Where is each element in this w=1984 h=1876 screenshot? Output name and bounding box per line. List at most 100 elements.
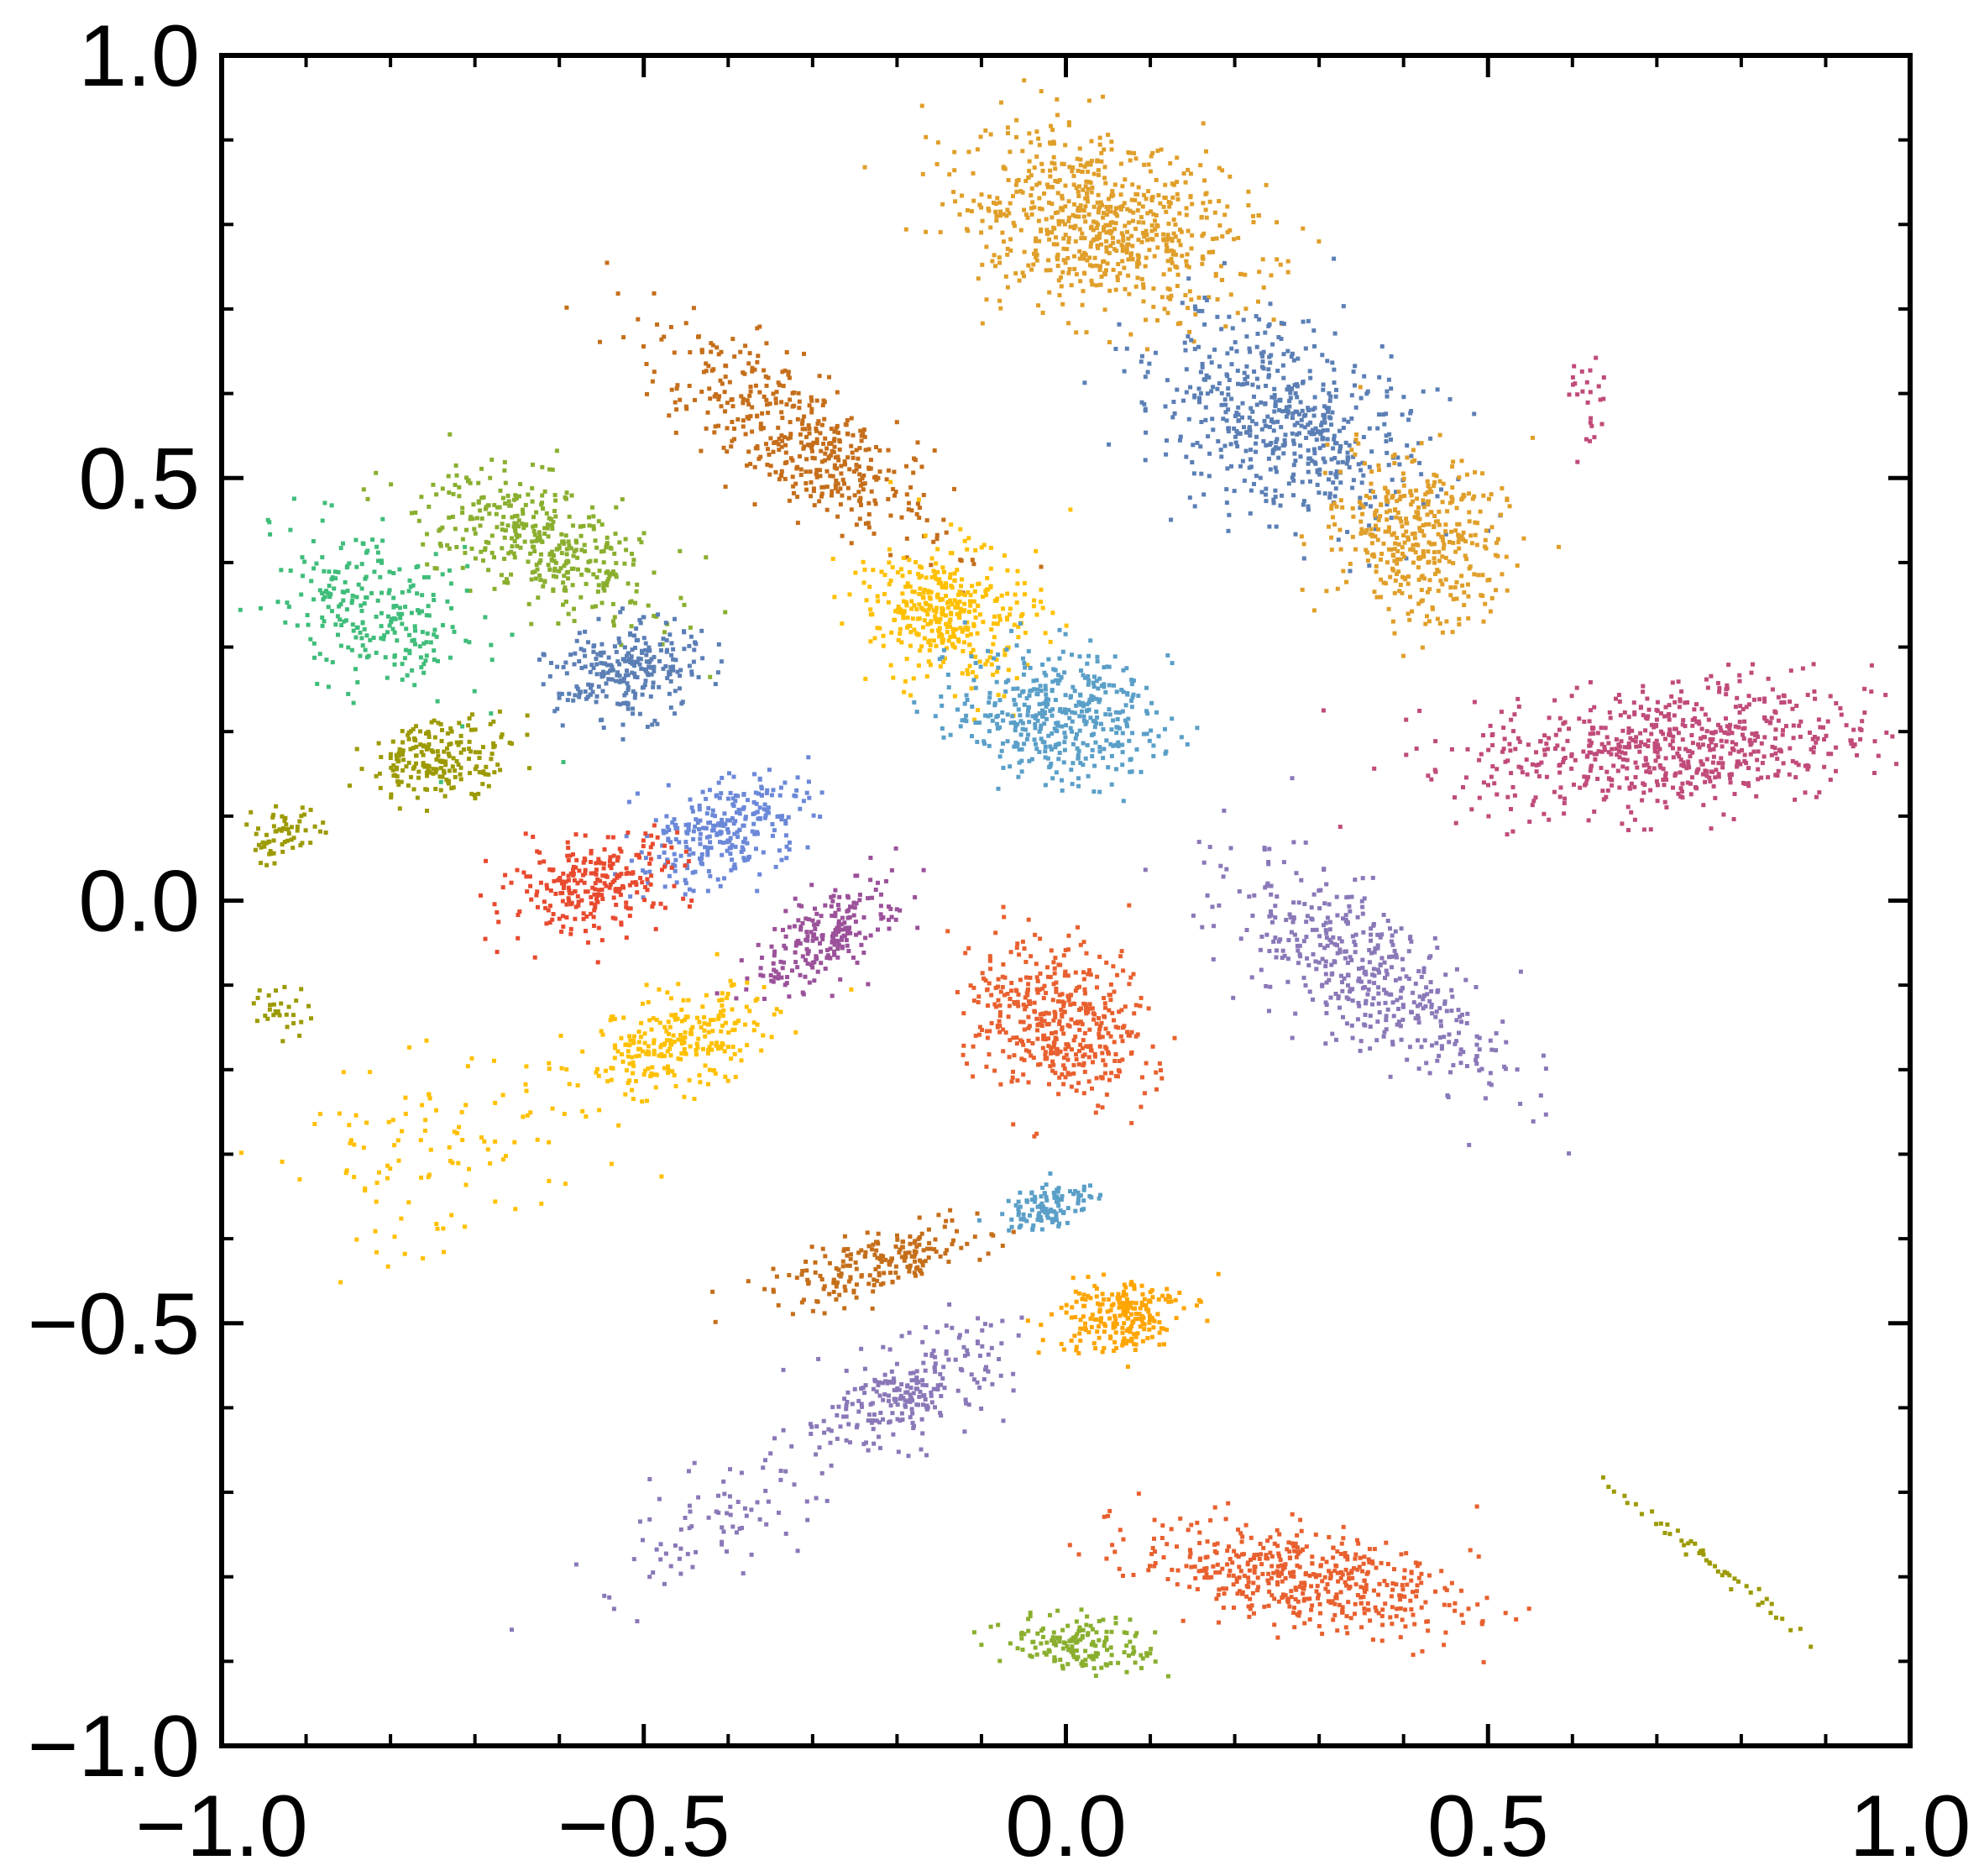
scatter-point-cluster-6 <box>1634 735 1639 740</box>
scatter-point-cluster-5 <box>1042 670 1047 675</box>
scatter-point-cluster-0 <box>1184 206 1189 211</box>
scatter-point-cluster-1 <box>1267 524 1272 529</box>
scatter-point-cluster-8 <box>1048 975 1053 979</box>
scatter-point-cluster-3 <box>809 395 814 400</box>
scatter-point-cluster-6 <box>1512 712 1517 717</box>
scatter-point-cluster-1 <box>1389 386 1394 391</box>
scatter-point-cluster-6 <box>1659 729 1663 734</box>
scatter-point-cluster-7 <box>1390 1040 1395 1045</box>
scatter-point-cluster-2 <box>1426 559 1432 564</box>
scatter-point-cluster-3 <box>802 414 807 419</box>
scatter-point-cluster-2 <box>1457 537 1462 542</box>
scatter-point-cluster-5 <box>1039 736 1044 741</box>
scatter-point-cluster-3 <box>861 481 865 486</box>
scatter-point-cluster-10 <box>389 620 394 625</box>
scatter-point-cluster-4 <box>977 659 982 664</box>
scatter-point-cluster-4 <box>1034 612 1039 617</box>
scatter-point-cluster-8 <box>1117 1009 1122 1014</box>
scatter-point-cluster-9 <box>575 555 580 560</box>
scatter-point-cluster-8 <box>1026 917 1031 922</box>
scatter-point-cluster-4 <box>922 587 927 592</box>
scatter-point-cluster-10 <box>360 643 365 648</box>
scatter-point-cluster-9 <box>483 548 488 553</box>
scatter-point-cluster-6 <box>1552 789 1557 794</box>
scatter-point-cluster-5 <box>1010 714 1015 719</box>
scatter-point-cluster-1 <box>1308 479 1312 484</box>
scatter-point-cluster-6 <box>1883 693 1888 698</box>
scatter-point-cluster-9 <box>502 468 507 473</box>
scatter-point-cluster-5 <box>1083 756 1088 761</box>
scatter-point-cluster-9 <box>521 511 526 516</box>
scatter-point-cluster-10 <box>374 544 380 549</box>
scatter-point-cluster-4 <box>1014 676 1019 681</box>
scatter-point-cluster-6 <box>1687 765 1692 770</box>
scatter-point-cluster-5 <box>1130 731 1135 736</box>
scatter-point-cluster-0 <box>1173 264 1178 269</box>
scatter-point-cluster-2 <box>1383 486 1388 491</box>
scatter-point-cluster-9 <box>554 448 559 453</box>
scatter-point-cluster-0 <box>957 212 962 217</box>
scatter-point-cluster-7 <box>1364 1001 1369 1006</box>
scatter-point-cluster-9 <box>536 595 541 600</box>
scatter-point-cluster-3 <box>809 448 814 453</box>
scatter-point-cluster-7 <box>1357 976 1362 981</box>
scatter-point-cluster-1 <box>1260 354 1265 359</box>
scatter-point-cluster-1 <box>1306 504 1311 509</box>
scatter-point-cluster-3 <box>829 427 834 432</box>
scatter-point-cluster-4 <box>904 603 909 608</box>
scatter-point-cluster-9 <box>448 432 453 437</box>
scatter-point-cluster-5 <box>1005 739 1010 744</box>
scatter-point-cluster-7 <box>1385 919 1390 923</box>
scatter-point-cluster-8 <box>1050 1068 1055 1073</box>
scatter-point-cluster-8 <box>1078 1042 1083 1047</box>
scatter-point-cluster-3 <box>745 463 749 468</box>
scatter-point-cluster-3 <box>788 420 793 425</box>
scatter-point-cluster-3 <box>779 469 784 474</box>
scatter-point-cluster-8 <box>961 1043 966 1048</box>
scatter-point-cluster-6 <box>1644 769 1649 774</box>
scatter-point-cluster-8 <box>1003 1030 1008 1035</box>
scatter-point-cluster-0 <box>1034 129 1039 134</box>
scatter-point-cluster-6 <box>1752 738 1757 743</box>
scatter-point-cluster-2 <box>1441 481 1446 486</box>
scatter-point-cluster-6 <box>1690 750 1695 755</box>
scatter-point-cluster-0 <box>988 132 993 137</box>
scatter-point-cluster-9 <box>460 565 465 570</box>
scatter-point-cluster-5 <box>1060 724 1065 729</box>
scatter-point-cluster-7 <box>1457 1030 1461 1035</box>
scatter-point-cluster-4 <box>985 576 990 580</box>
scatter-point-cluster-6 <box>1709 740 1714 745</box>
scatter-point-cluster-8 <box>1054 989 1059 994</box>
scatter-point-cluster-7 <box>1384 1018 1389 1023</box>
scatter-point-cluster-1 <box>1385 389 1390 394</box>
scatter-point-cluster-3 <box>906 507 911 512</box>
scatter-point-cluster-4 <box>908 584 913 590</box>
scatter-point-cluster-0 <box>1096 192 1101 197</box>
scatter-point-cluster-0 <box>1077 206 1082 210</box>
scatter-point-cluster-1 <box>1343 440 1348 445</box>
scatter-point-cluster-10 <box>351 628 356 633</box>
scatter-point-cluster-4 <box>971 623 976 628</box>
scatter-point-cluster-0 <box>1072 266 1077 271</box>
scatter-point-cluster-5 <box>994 679 999 684</box>
scatter-point-cluster-1 <box>1322 420 1327 425</box>
scatter-point-cluster-7 <box>1311 951 1316 956</box>
scatter-point-cluster-6 <box>1862 710 1867 715</box>
scatter-point-cluster-3 <box>891 487 896 491</box>
scatter-point-cluster-8 <box>1110 1010 1115 1015</box>
scatter-point-cluster-3 <box>709 349 714 354</box>
scatter-point-cluster-6 <box>1618 713 1623 718</box>
scatter-point-cluster-0 <box>1170 252 1175 257</box>
scatter-point-cluster-6 <box>1787 772 1792 777</box>
scatter-point-cluster-6 <box>1503 759 1508 764</box>
scatter-point-cluster-7 <box>1288 915 1293 920</box>
scatter-point-cluster-9 <box>503 528 508 533</box>
scatter-point-cluster-8 <box>1102 1014 1107 1019</box>
scatter-point-cluster-3 <box>779 433 784 438</box>
scatter-point-cluster-0 <box>1271 317 1276 322</box>
scatter-point-cluster-10 <box>426 604 431 609</box>
scatter-point-cluster-1 <box>1207 375 1212 380</box>
scatter-point-cluster-8 <box>1015 999 1020 1004</box>
scatter-point-cluster-2 <box>1381 541 1386 546</box>
scatter-point-cluster-5 <box>1033 726 1038 731</box>
